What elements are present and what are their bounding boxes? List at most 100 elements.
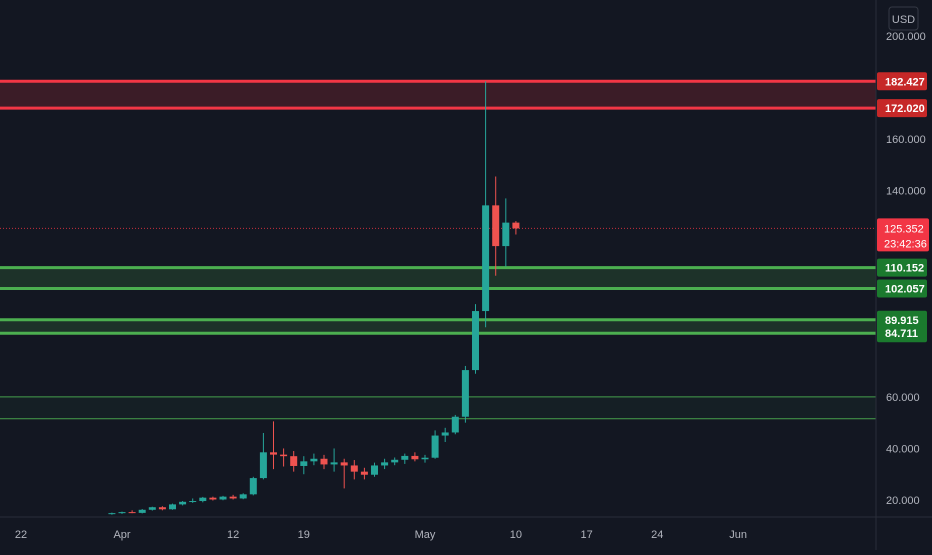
time-tick-label: May xyxy=(415,529,436,541)
candle-body xyxy=(229,496,237,499)
resistance-zone-top-label-bg xyxy=(877,72,927,91)
time-tick-label: 12 xyxy=(227,529,239,541)
candle[interactable] xyxy=(492,176,500,276)
candle-body xyxy=(482,205,490,312)
candle-body xyxy=(461,370,469,417)
candle-body xyxy=(259,452,267,479)
candle[interactable] xyxy=(391,457,399,466)
price-tick-label: 160.000 xyxy=(886,134,926,146)
resistance-zone-bottom-label-text: 172.020 xyxy=(885,103,925,115)
candle-body xyxy=(239,494,247,499)
candle[interactable] xyxy=(310,453,318,466)
candle[interactable] xyxy=(290,451,298,472)
candles xyxy=(108,81,520,515)
candle[interactable] xyxy=(350,460,358,480)
last-price-label-bg xyxy=(877,218,929,252)
candle[interactable] xyxy=(320,454,328,470)
time-tick-label: 10 xyxy=(510,529,522,541)
candle[interactable] xyxy=(209,496,217,501)
support-zone-1-top-label: 110.152 xyxy=(877,258,927,277)
candle-body xyxy=(169,504,176,510)
candle[interactable] xyxy=(421,454,429,463)
price-labels: 182.427 172.020 110.152 102.057 89.91584.711… xyxy=(877,72,929,343)
candle[interactable] xyxy=(340,458,348,489)
candle[interactable] xyxy=(259,432,267,480)
support-zone-2-bottom-label-text: 84.711 xyxy=(885,328,918,340)
time-axis[interactable]: 22 Apr 12 19 May 10 17 24 Jun xyxy=(15,529,747,541)
candle[interactable] xyxy=(138,509,146,514)
candle[interactable] xyxy=(300,456,308,475)
candle[interactable] xyxy=(451,414,459,435)
candle-body xyxy=(381,462,389,466)
price-tick-label: 20.000 xyxy=(886,495,920,507)
candle[interactable] xyxy=(158,506,166,511)
candle[interactable] xyxy=(179,501,187,506)
time-tick-label: 17 xyxy=(580,529,592,541)
support-zone-3-fill xyxy=(0,396,876,419)
support-zone-1-top-label-text: 110.152 xyxy=(885,263,924,275)
candle[interactable] xyxy=(502,198,510,267)
time-tick-label: 19 xyxy=(298,529,310,541)
candle-body xyxy=(148,507,156,510)
last-price-value: 125.352 xyxy=(884,223,924,235)
candle[interactable] xyxy=(229,494,237,500)
candle[interactable] xyxy=(169,503,176,510)
resistance-zone-fill xyxy=(0,81,876,109)
candle-body xyxy=(340,462,348,466)
candle-body xyxy=(199,497,207,502)
candle[interactable] xyxy=(148,506,156,511)
candle-body xyxy=(219,496,227,500)
candle[interactable] xyxy=(280,448,288,467)
support-zone-1-bottom-label: 102.057 xyxy=(877,279,927,298)
support-zone-2-top-label-text: 89.915 xyxy=(885,315,919,327)
candle-body xyxy=(300,461,308,466)
candle[interactable] xyxy=(371,462,378,477)
candle[interactable] xyxy=(472,304,479,374)
candle[interactable] xyxy=(199,496,207,503)
candle[interactable] xyxy=(108,512,116,515)
candle[interactable] xyxy=(118,511,126,514)
price-axis[interactable]: 200.000 160.000 140.000 60.000 40.000 20.000 xyxy=(886,31,926,507)
time-tick-label: 24 xyxy=(651,529,663,541)
candle[interactable] xyxy=(512,221,520,235)
last-price-label: 125.352 23:42:36 xyxy=(877,218,929,252)
price-tick-label: 40.000 xyxy=(886,443,920,455)
candle[interactable] xyxy=(360,467,368,480)
candle[interactable] xyxy=(330,448,338,472)
candle-body xyxy=(360,471,368,475)
candle-body xyxy=(209,497,217,500)
currency-label: USD xyxy=(892,14,915,26)
countdown-timer: 23:42:36 xyxy=(884,238,927,250)
price-zones xyxy=(0,79,876,420)
candle[interactable] xyxy=(441,427,449,442)
candle-body xyxy=(249,478,257,495)
candle-body xyxy=(350,465,358,472)
candle[interactable] xyxy=(411,452,419,462)
candle-body xyxy=(391,459,399,463)
candle[interactable] xyxy=(401,453,409,464)
candle-body xyxy=(472,311,479,371)
candle-body xyxy=(270,452,277,455)
candle-body xyxy=(310,458,318,462)
currency-button[interactable]: USD xyxy=(888,6,919,31)
support-zone-1-top-label-bg xyxy=(877,258,927,277)
candle[interactable] xyxy=(128,510,136,514)
candle[interactable] xyxy=(239,493,247,500)
candle-body xyxy=(401,455,409,460)
candle-body xyxy=(330,462,338,465)
candle[interactable] xyxy=(249,476,257,496)
candle[interactable] xyxy=(461,365,469,423)
candle[interactable] xyxy=(482,81,490,328)
candle[interactable] xyxy=(219,495,227,501)
candle[interactable] xyxy=(270,421,277,470)
support-zone-2-fill xyxy=(0,319,876,334)
candle-body xyxy=(451,416,459,433)
candle-body xyxy=(512,222,520,229)
candle-body xyxy=(138,509,146,513)
candle[interactable] xyxy=(431,430,439,459)
candle[interactable] xyxy=(189,498,197,503)
candle[interactable] xyxy=(381,458,389,470)
candle-body xyxy=(441,432,449,436)
